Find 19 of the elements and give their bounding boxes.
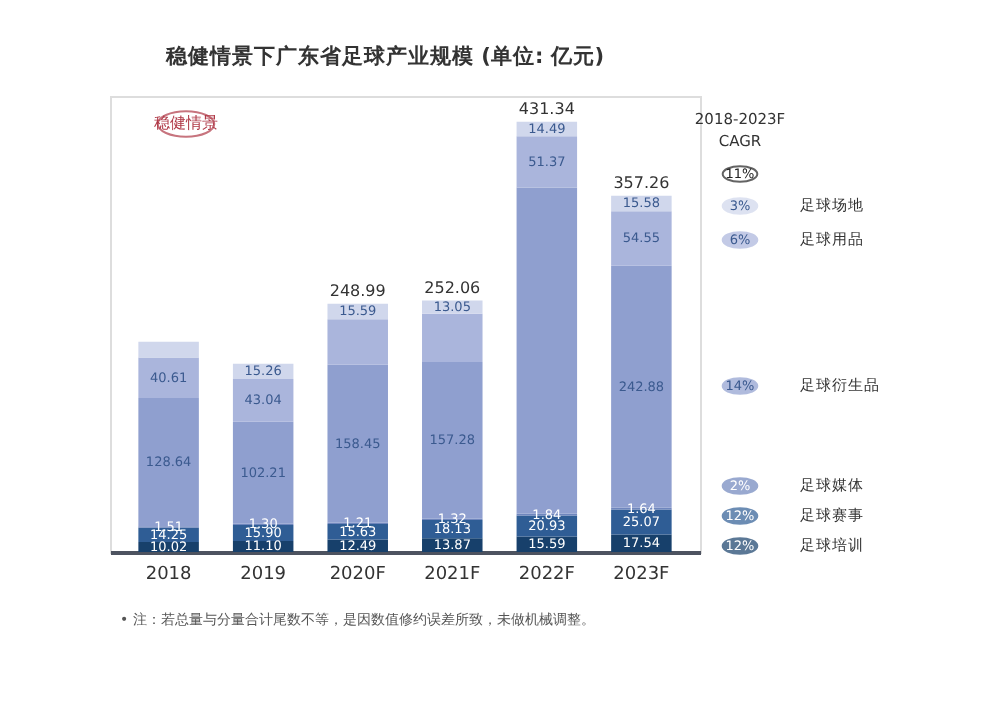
bar	[232, 378, 294, 422]
bar	[138, 357, 199, 398]
total-label: 431.34	[518, 99, 575, 118]
bar	[327, 319, 388, 365]
x-tick-label: 2018	[145, 565, 193, 585]
total-label: 248.99	[329, 281, 386, 300]
bar	[422, 313, 483, 362]
x-tick-label: 2020F	[329, 565, 386, 585]
x-tick-label: 2019	[240, 565, 287, 585]
bar	[516, 136, 578, 188]
bar	[327, 364, 388, 523]
chart-title: 稳健情景下广东省足球产业规模 (单位: 亿元)	[164, 43, 605, 69]
total-label: 252.06	[424, 278, 481, 297]
x-tick-label: 2022F	[518, 565, 575, 585]
x-tick-label: 2023F	[613, 565, 670, 585]
total-label: 357.26	[613, 173, 670, 192]
bar	[611, 211, 672, 266]
bar	[138, 341, 199, 358]
x-tick-label: 2021F	[424, 565, 481, 585]
